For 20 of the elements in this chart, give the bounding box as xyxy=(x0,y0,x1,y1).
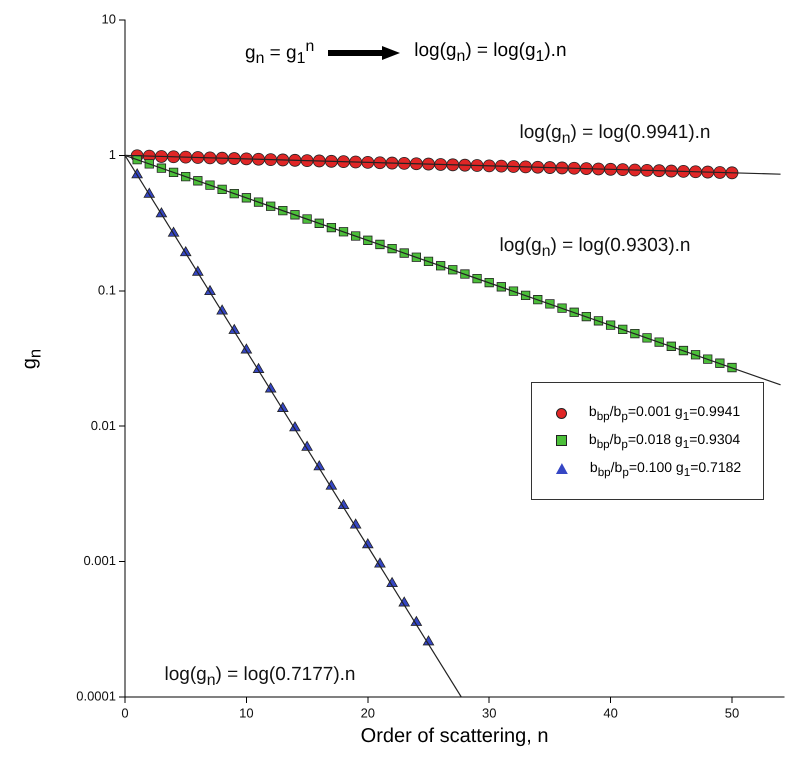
y-tick-label: 0.1 xyxy=(98,282,116,298)
y-tick-label: 0.001 xyxy=(83,553,116,568)
x-axis-title: Order of scattering, n xyxy=(360,725,549,748)
y-tick-label: 0.0001 xyxy=(76,688,116,704)
legend-label: b$_{bp}$/b$_{p}$=0.001 g$_{1}$=0.9941 xyxy=(588,403,740,423)
x-tick-label: 40 xyxy=(603,705,618,720)
legend-label: b$_{bp}$/b$_{p}$=0.018 g$_{1}$=0.9304 xyxy=(588,430,740,451)
y-tick-label: 10 xyxy=(102,12,116,27)
legend-label: b$_{bp}$/b$_{p}$=0.100 g$_{1}$=0.7182 xyxy=(590,458,742,479)
annotation: log(g$_{n}$) = log(0.9941).n xyxy=(519,122,711,148)
x-tick-label: 20 xyxy=(360,705,376,720)
x-tick-label: 10 xyxy=(239,705,254,720)
annotation: log(g$_{n}$) = log(0.9303).n xyxy=(499,235,691,261)
x-tick-label: 50 xyxy=(724,705,740,720)
annotation: log(g$_{n}$) = log(0.7177).n xyxy=(164,664,356,690)
x-tick-label: 0 xyxy=(121,705,129,720)
y-tick-label: 0.01 xyxy=(90,418,116,433)
x-tick-label: 30 xyxy=(482,705,496,720)
annotation: log(g$_{n}$) = log(g$_{1}$).n xyxy=(414,40,567,66)
y-tick-label: 1 xyxy=(108,146,116,162)
